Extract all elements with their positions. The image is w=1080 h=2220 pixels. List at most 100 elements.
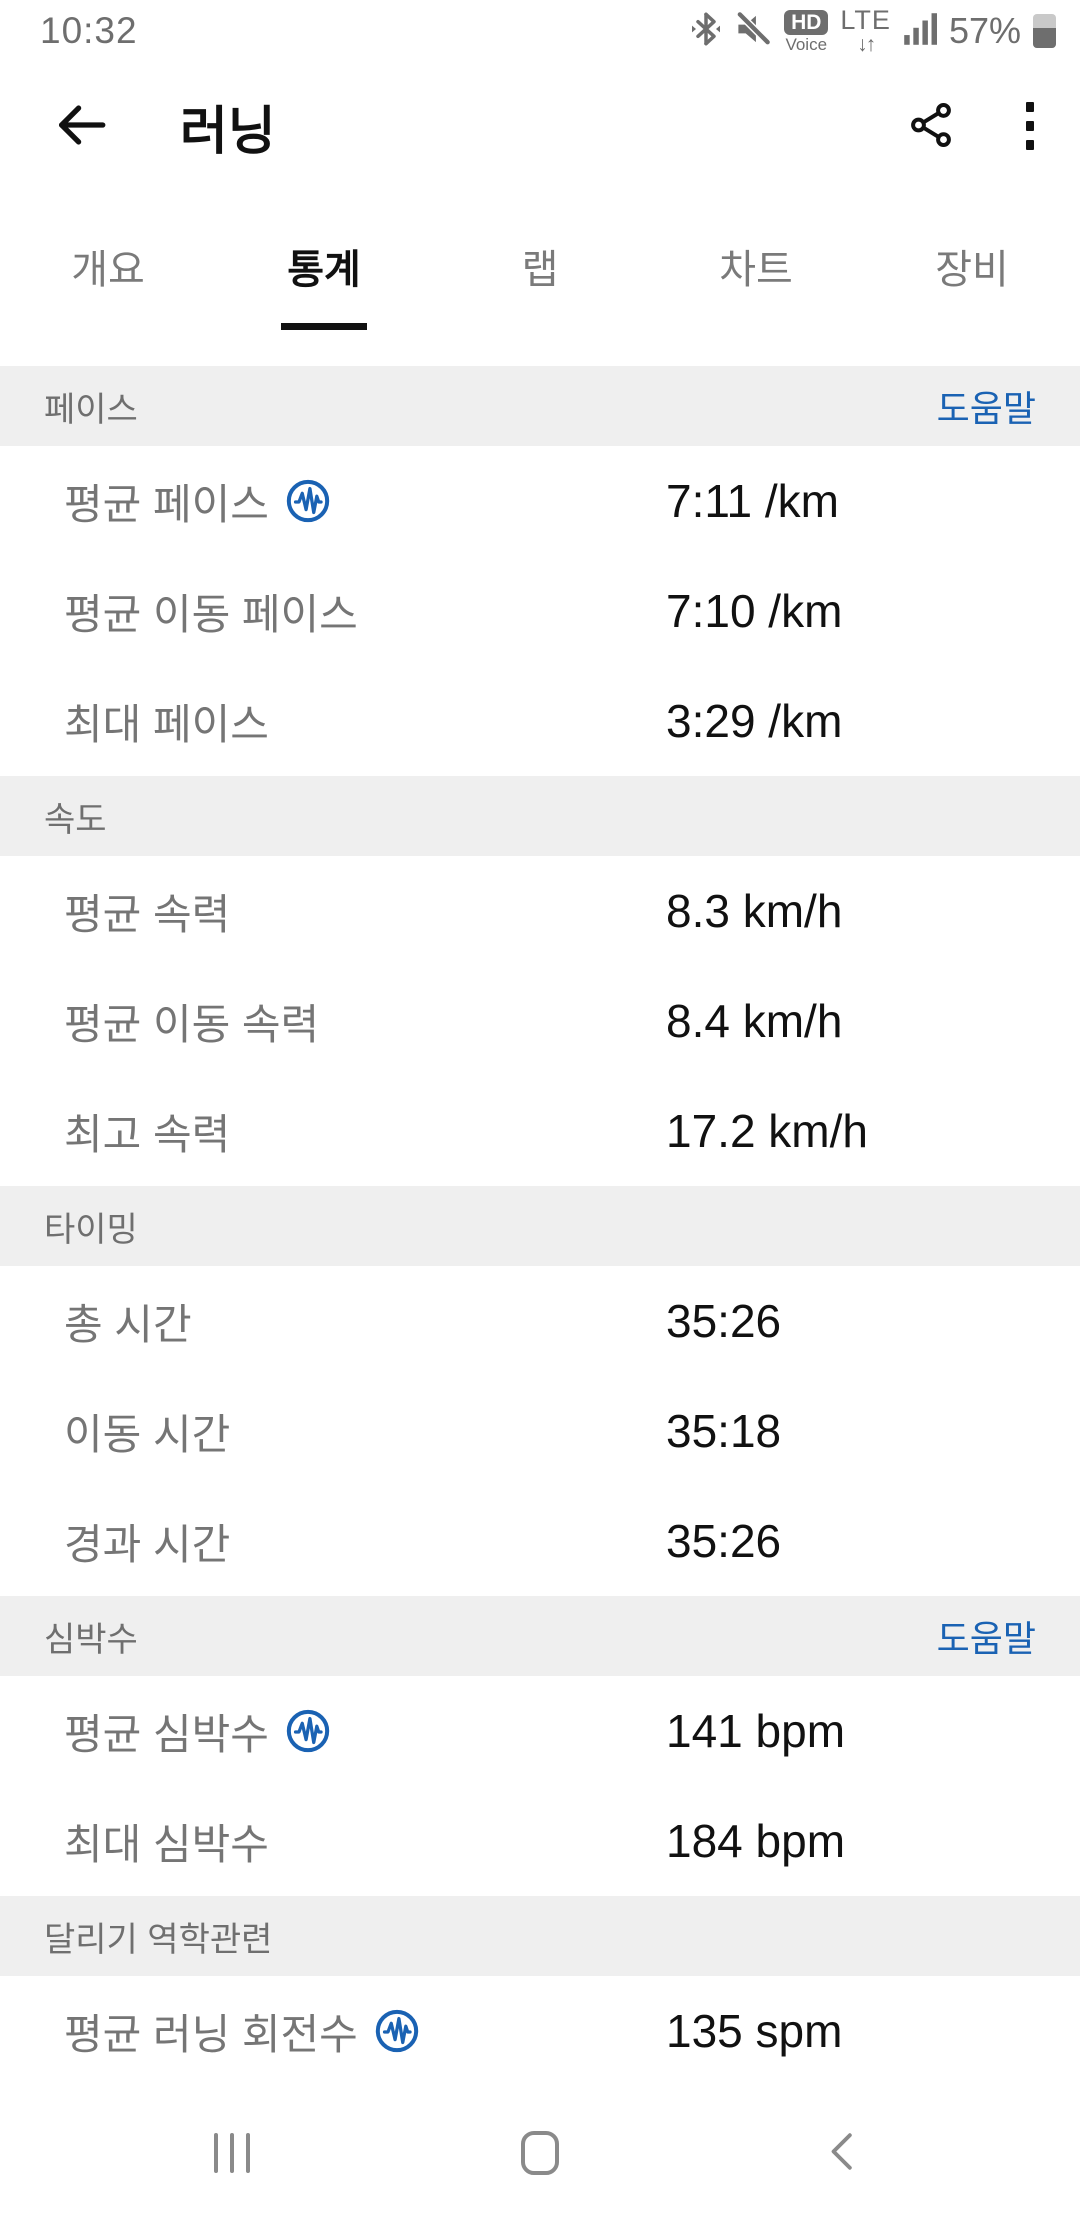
stat-value: 3:29 /km bbox=[666, 695, 843, 747]
stat-row-total-time: 총 시간 35:26 bbox=[0, 1266, 1080, 1376]
stat-value: 35:26 bbox=[666, 1515, 782, 1567]
section-title: 페이스 bbox=[44, 390, 138, 429]
share-button[interactable] bbox=[898, 92, 964, 161]
share-icon bbox=[906, 100, 956, 153]
stat-label: 최대 심박수 bbox=[64, 1811, 666, 1872]
tab-label: 차트 bbox=[719, 248, 793, 292]
tab-charts[interactable]: 차트 bbox=[648, 196, 864, 336]
stat-value: 135 spm bbox=[666, 2005, 843, 2057]
stat-value: 35:18 bbox=[666, 1405, 782, 1457]
chevron-left-icon bbox=[823, 2129, 869, 2178]
tab-label: 통계 bbox=[287, 248, 361, 292]
nav-back-button[interactable] bbox=[809, 2115, 883, 2192]
stat-row-avg-cadence: 평균 러닝 회전수 135 spm bbox=[0, 1976, 1080, 2086]
home-icon bbox=[521, 2131, 559, 2175]
stat-label: 최대 페이스 bbox=[64, 691, 666, 752]
stat-label-text: 평균 속력 bbox=[64, 890, 231, 938]
battery-icon bbox=[1033, 14, 1056, 48]
stat-row-avg-speed: 평균 속력 8.3 km/h bbox=[0, 856, 1080, 966]
lte-icon: LTE ↓↑ bbox=[840, 5, 891, 56]
signal-strength-icon bbox=[903, 12, 937, 51]
stat-value: 8.3 km/h bbox=[666, 885, 843, 937]
section-header-running-dynamics: 달리기 역학관련 bbox=[0, 1896, 1080, 1976]
stat-row-avg-moving-speed: 평균 이동 속력 8.4 km/h bbox=[0, 966, 1080, 1076]
tab-laps[interactable]: 랩 bbox=[432, 196, 648, 336]
stat-label: 평균 러닝 회전수 bbox=[64, 2001, 666, 2062]
stat-value: 184 bpm bbox=[666, 1815, 846, 1867]
pulse-waveform-icon[interactable] bbox=[285, 478, 331, 524]
hd-badge: HD bbox=[784, 9, 829, 35]
stat-label: 최고 속력 bbox=[64, 1101, 666, 1162]
lte-arrows-icon: ↓↑ bbox=[857, 33, 876, 56]
stat-label: 평균 이동 속력 bbox=[64, 991, 666, 1052]
stat-label-text: 총 시간 bbox=[64, 1300, 192, 1348]
page-title: 러닝 bbox=[180, 102, 276, 161]
back-button[interactable] bbox=[44, 88, 118, 165]
stat-row-best-pace: 최대 페이스 3:29 /km bbox=[0, 666, 1080, 776]
tab-label: 랩 bbox=[521, 248, 559, 292]
stat-row-avg-heart-rate: 평균 심박수 141 bpm bbox=[0, 1676, 1080, 1786]
statistics-content: 페이스 도움말 평균 페이스 7:11 /km 평균 이동 페이스 7:10 /… bbox=[0, 366, 1080, 2086]
stat-row-moving-time: 이동 시간 35:18 bbox=[0, 1376, 1080, 1486]
stat-label-text: 최대 페이스 bbox=[64, 700, 269, 748]
lte-label: LTE bbox=[840, 5, 891, 35]
stat-label: 평균 이동 페이스 bbox=[64, 581, 666, 642]
tab-bar: 개요 통계 랩 차트 장비 bbox=[0, 196, 1080, 336]
tab-label: 개요 bbox=[71, 248, 145, 292]
stat-row-avg-pace: 평균 페이스 7:11 /km bbox=[0, 446, 1080, 556]
stat-value: 141 bpm bbox=[666, 1705, 846, 1757]
section-header-timing: 타이밍 bbox=[0, 1186, 1080, 1266]
android-nav-bar bbox=[0, 2086, 1080, 2220]
section-title: 심박수 bbox=[44, 1620, 138, 1659]
mute-icon bbox=[734, 10, 772, 53]
tab-overview[interactable]: 개요 bbox=[0, 196, 216, 336]
stat-row-avg-moving-pace: 평균 이동 페이스 7:10 /km bbox=[0, 556, 1080, 666]
kebab-dot bbox=[1026, 140, 1034, 150]
status-icons: HD Voice LTE ↓↑ 57% bbox=[690, 7, 1056, 55]
stat-label-text: 최고 속력 bbox=[64, 1110, 231, 1158]
stat-row-max-heart-rate: 최대 심박수 184 bpm bbox=[0, 1786, 1080, 1896]
stat-row-elapsed-time: 경과 시간 35:26 bbox=[0, 1486, 1080, 1596]
stat-label-text: 경과 시간 bbox=[64, 1520, 231, 1568]
stat-label-text: 이동 시간 bbox=[64, 1410, 231, 1458]
pulse-waveform-icon[interactable] bbox=[285, 1708, 331, 1754]
kebab-dot bbox=[1026, 102, 1034, 112]
stat-value: 17.2 km/h bbox=[666, 1105, 868, 1157]
section-header-pace: 페이스 도움말 bbox=[0, 366, 1080, 446]
kebab-dot bbox=[1026, 121, 1034, 131]
nav-home-button[interactable] bbox=[507, 2117, 573, 2189]
stat-value: 7:10 /km bbox=[666, 585, 843, 637]
overflow-menu-button[interactable] bbox=[1016, 94, 1044, 158]
stat-value: 8.4 km/h bbox=[666, 995, 843, 1047]
section-title: 속도 bbox=[44, 800, 107, 839]
stat-row-max-speed: 최고 속력 17.2 km/h bbox=[0, 1076, 1080, 1186]
app-bar: 러닝 bbox=[0, 56, 1080, 196]
status-bar: 10:32 HD Voice LTE ↓↑ bbox=[0, 0, 1080, 56]
hd-voice-icon: HD Voice bbox=[784, 9, 829, 54]
stat-value: 35:26 bbox=[666, 1295, 782, 1347]
section-header-heart-rate: 심박수 도움말 bbox=[0, 1596, 1080, 1676]
stat-label-text: 평균 러닝 회전수 bbox=[64, 2010, 358, 2058]
bluetooth-icon bbox=[690, 11, 722, 52]
status-time: 10:32 bbox=[40, 10, 138, 51]
nav-recents-button[interactable] bbox=[200, 2119, 264, 2187]
pulse-waveform-icon[interactable] bbox=[374, 2008, 420, 2054]
section-title: 타이밍 bbox=[44, 1210, 138, 1249]
hd-voice-label: Voice bbox=[785, 34, 828, 54]
stat-label: 평균 페이스 bbox=[64, 471, 666, 532]
stat-label: 평균 속력 bbox=[64, 881, 666, 942]
help-link[interactable]: 도움말 bbox=[936, 1618, 1036, 1659]
battery-percent: 57% bbox=[948, 10, 1021, 51]
recents-bars-icon bbox=[214, 2133, 250, 2173]
arrow-left-icon bbox=[52, 96, 110, 157]
help-link[interactable]: 도움말 bbox=[936, 388, 1036, 429]
stat-label-text: 평균 페이스 bbox=[64, 480, 269, 528]
stat-label-text: 평균 이동 속력 bbox=[64, 1000, 320, 1048]
tab-gear[interactable]: 장비 bbox=[864, 196, 1080, 336]
stat-label-text: 평균 이동 페이스 bbox=[64, 590, 358, 638]
battery-fill bbox=[1033, 27, 1056, 48]
stat-label: 이동 시간 bbox=[64, 1401, 666, 1462]
section-title: 달리기 역학관련 bbox=[44, 1920, 273, 1959]
tab-statistics[interactable]: 통계 bbox=[216, 196, 432, 336]
stat-label-text: 평균 심박수 bbox=[64, 1710, 269, 1758]
